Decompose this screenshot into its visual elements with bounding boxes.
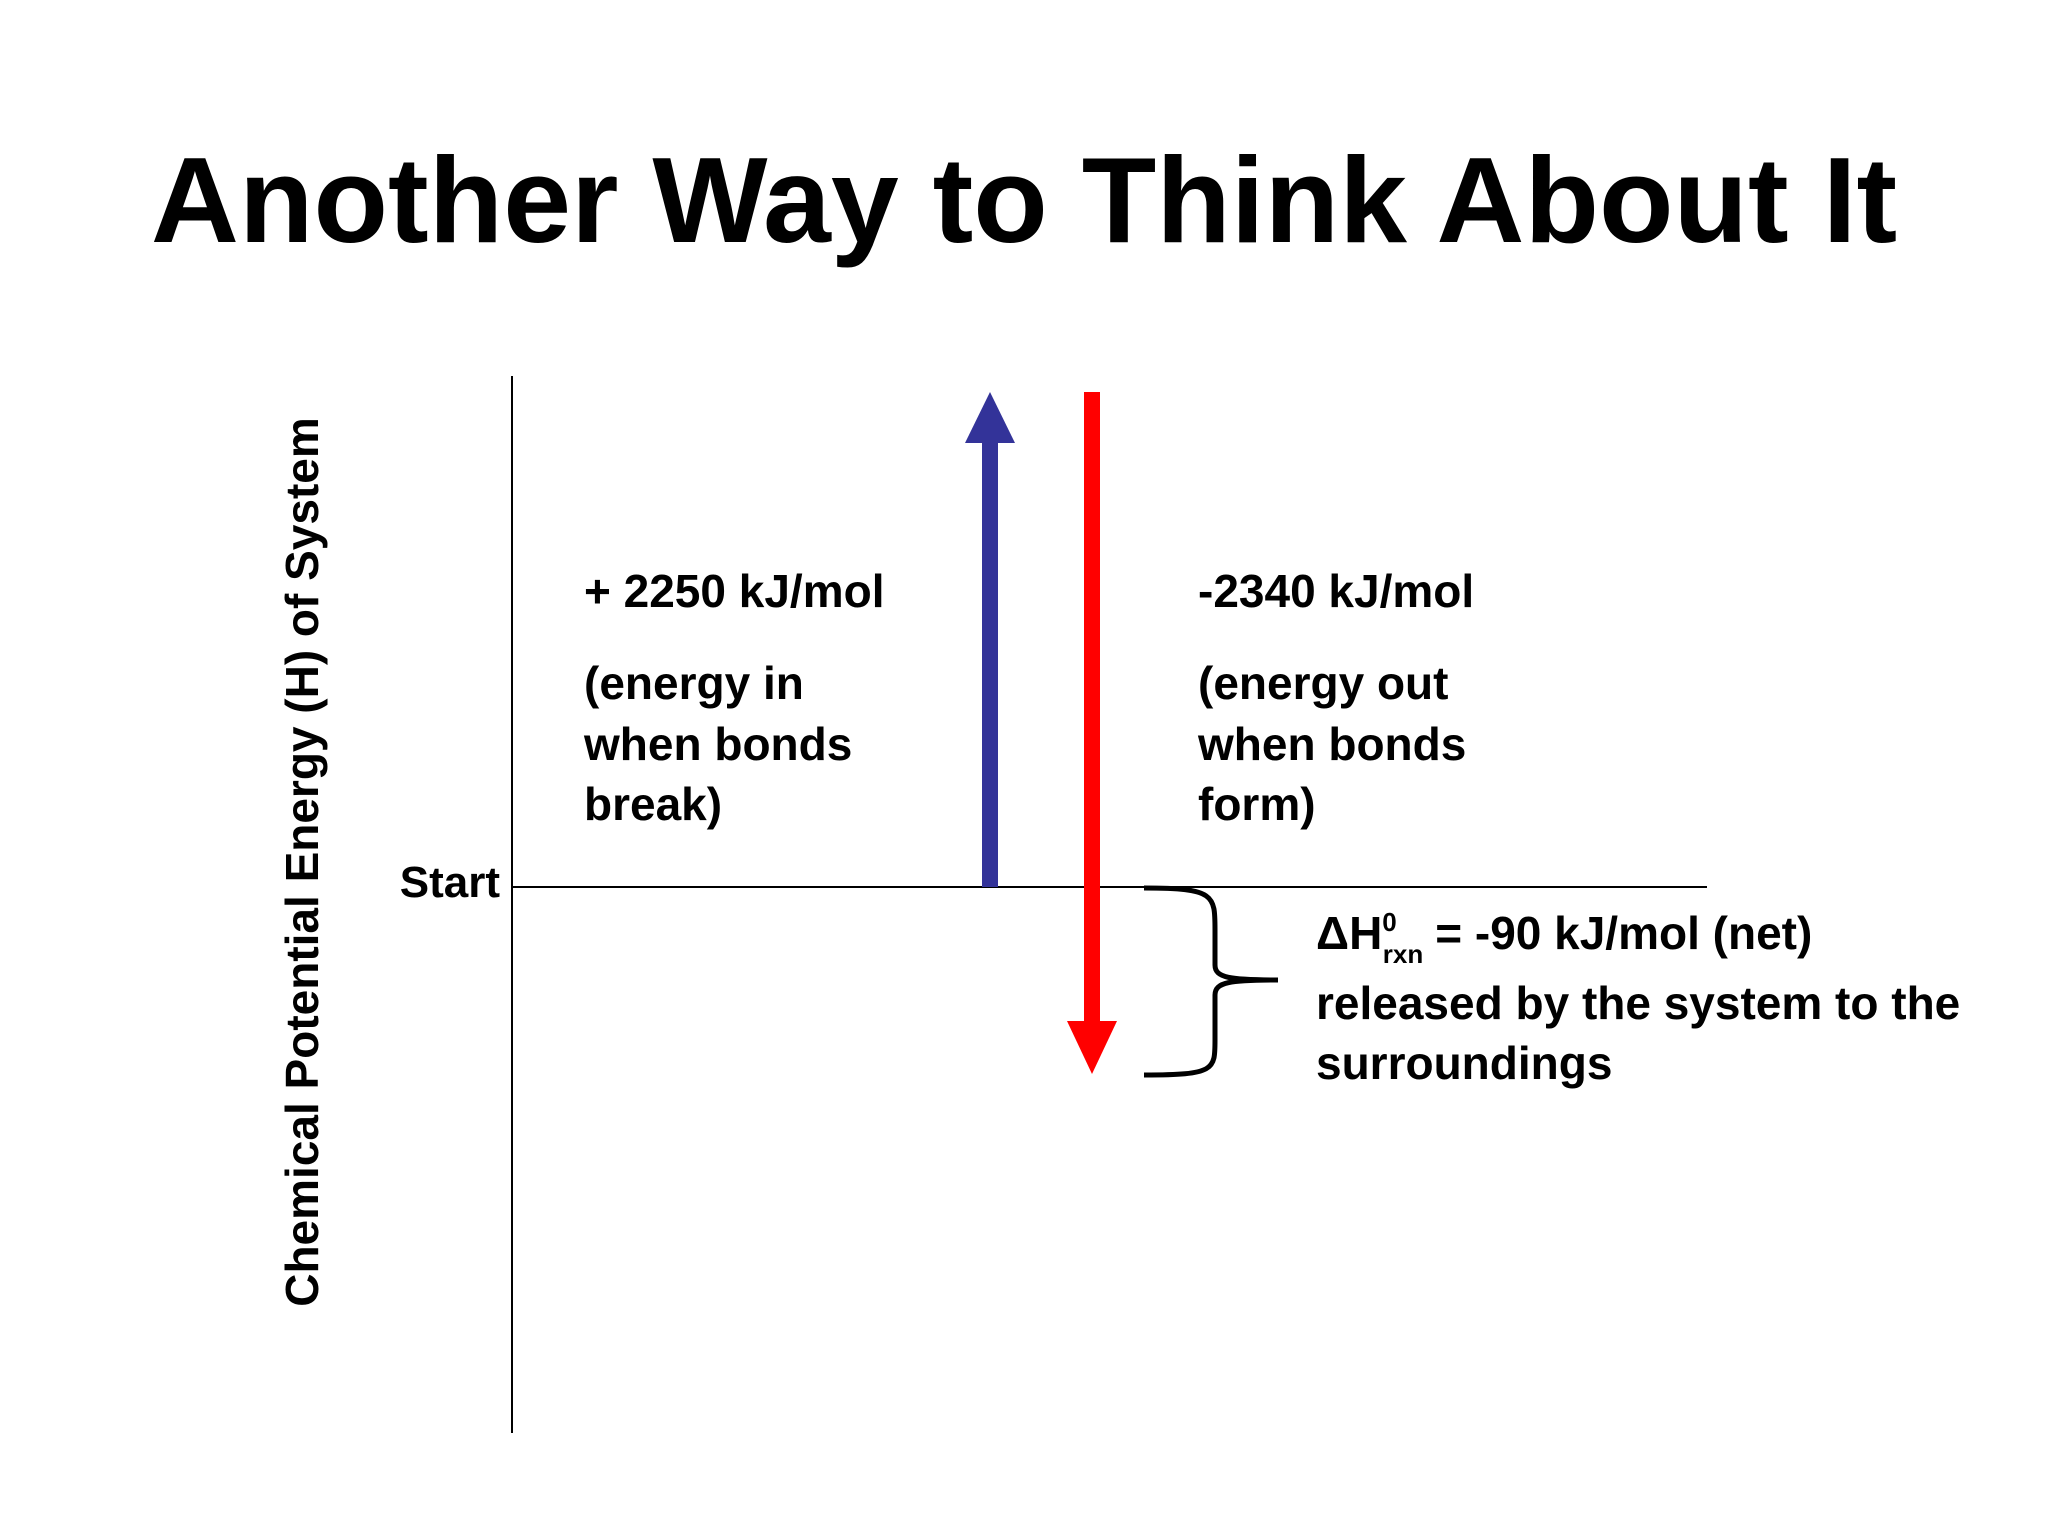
delta-h-superscript: 0 — [1382, 907, 1396, 937]
slide-title: Another Way to Think About It — [151, 132, 1897, 268]
energy-out-note: when bonds — [1197, 718, 1466, 770]
brace — [1143, 885, 1279, 1078]
energy-out-note: form) — [1198, 778, 1316, 830]
up-arrow-head — [965, 392, 1015, 443]
net-value: = -90 kJ/mol (net) — [1435, 907, 1812, 959]
start-label: Start — [400, 858, 501, 907]
delta-h-subscript: rxn — [1383, 939, 1423, 969]
energy-in-value: + 2250 kJ/mol — [584, 565, 884, 617]
y-axis-label: Chemical Potential Energy (H) of System — [276, 417, 328, 1307]
down-arrow-shaft — [1084, 392, 1100, 1024]
energy-out-note: (energy out — [1198, 657, 1448, 709]
energy-in-note: when bonds — [583, 718, 852, 770]
delta-h-symbol: ΔH — [1316, 907, 1382, 959]
net-note: surroundings — [1316, 1037, 1612, 1089]
energy-in-note: break) — [584, 778, 722, 830]
up-arrow-shaft — [982, 440, 998, 887]
energy-in-note: (energy in — [584, 657, 804, 709]
net-equation: ΔH0 rxn = -90 kJ/mol (net) — [1316, 907, 1812, 969]
net-note: released by the system to the — [1316, 977, 1960, 1029]
energy-out-value: -2340 kJ/mol — [1198, 565, 1474, 617]
down-arrow-head — [1067, 1021, 1117, 1074]
